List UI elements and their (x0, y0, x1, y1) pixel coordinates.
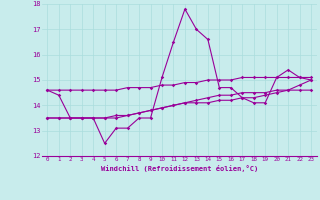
X-axis label: Windchill (Refroidissement éolien,°C): Windchill (Refroidissement éolien,°C) (100, 165, 258, 172)
